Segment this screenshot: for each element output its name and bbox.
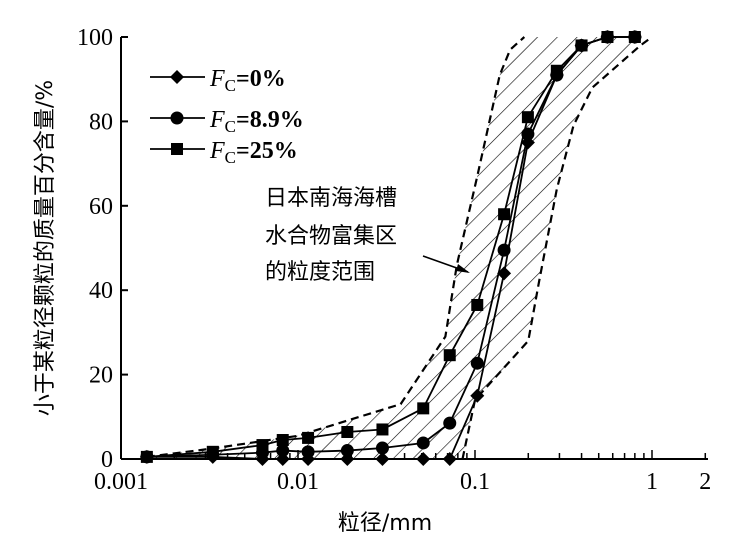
square-data-point — [521, 111, 534, 124]
legend-label: FC=25% — [209, 138, 298, 167]
x-tick-label: 0.01 — [277, 469, 319, 495]
square-data-point — [341, 425, 354, 438]
y-axis-label: 小于某粒径颗粒的质量百分含量/% — [33, 80, 58, 416]
legend-item: FC=0% — [150, 66, 286, 95]
circle-data-point — [443, 416, 457, 430]
square-data-point — [575, 39, 588, 52]
series-line — [146, 36, 635, 458]
arrow-head-icon — [456, 264, 470, 273]
x-tick-label: 1 — [646, 469, 658, 495]
diamond-data-point — [442, 452, 457, 466]
y-tick-label: 0 — [101, 447, 113, 473]
annotation-line-2: 水合物富集区 — [265, 224, 397, 249]
annotation-line-1: 日本南海海槽 — [265, 186, 397, 211]
x-tick-label: 0.001 — [94, 469, 148, 495]
series — [139, 30, 642, 466]
diamond-legend-icon — [170, 70, 184, 84]
series-square — [140, 31, 641, 463]
axes: 0 20 40 60 80 100 0.001 0.01 0.1 1 2 — [77, 25, 711, 495]
square-legend-icon — [171, 143, 183, 155]
diamond-data-point — [416, 452, 431, 466]
y-tick-label: 20 — [89, 363, 113, 389]
series-line — [146, 36, 635, 458]
diamond-data-point — [470, 388, 485, 403]
band-hatch-area — [146, 37, 652, 459]
circle-data-point — [375, 441, 389, 455]
square-data-point — [471, 298, 484, 311]
legend: FC=0% FC=8.9%FC=25% — [150, 66, 304, 167]
circle-legend-icon — [170, 111, 184, 125]
y-tick-label: 100 — [77, 25, 113, 51]
square-data-point — [550, 64, 563, 77]
square-data-point — [256, 439, 269, 452]
diamond-data-point — [497, 266, 512, 281]
legend-label: FC=8.9% — [209, 107, 304, 136]
circle-data-point — [416, 436, 430, 450]
circle-data-point — [497, 243, 511, 257]
square-data-point — [628, 31, 641, 43]
x-tick-label: 0.1 — [460, 469, 490, 495]
circle-data-point — [340, 444, 354, 458]
square-data-point — [302, 431, 315, 444]
square-data-point — [601, 31, 614, 43]
band-lower-boundary — [461, 36, 653, 460]
annotation-line-3: 的粒度范围 — [265, 260, 375, 285]
y-tick-label: 40 — [89, 278, 113, 304]
y-tick-label: 80 — [89, 109, 113, 135]
circle-data-point — [470, 356, 484, 370]
square-data-point — [498, 208, 511, 221]
x-axis-label: 粒径/mm — [338, 511, 432, 536]
y-tick-label: 60 — [89, 194, 113, 220]
circle-data-point — [301, 445, 315, 459]
square-data-point — [376, 423, 389, 436]
band-annotation: 日本南海海槽 水合物富集区 的粒度范围 — [265, 186, 470, 285]
square-data-point — [206, 445, 219, 458]
square-data-point — [417, 402, 430, 415]
square-data-point — [443, 349, 456, 362]
square-data-point — [140, 450, 153, 463]
grain-size-band — [146, 36, 653, 460]
square-data-point — [276, 434, 289, 447]
band-upper-boundary — [146, 36, 526, 458]
diamond-data-point — [375, 452, 390, 466]
legend-label: FC=0% — [209, 66, 286, 95]
legend-item: FC=8.9% — [150, 107, 304, 136]
legend-item: FC=25% — [150, 138, 298, 167]
x-tick-label: 2 — [699, 469, 711, 495]
circle-data-point — [276, 444, 290, 458]
